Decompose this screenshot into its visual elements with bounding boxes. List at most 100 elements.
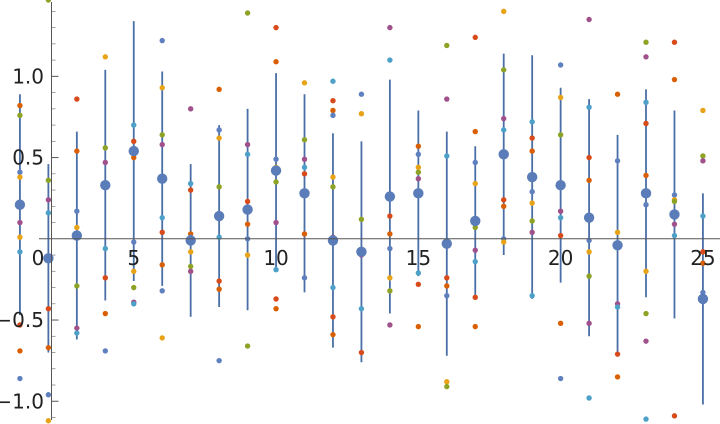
mean-point — [669, 209, 680, 220]
sample-point — [102, 145, 108, 151]
sample-point — [159, 132, 165, 138]
sample-point — [444, 283, 450, 289]
sample-point — [74, 208, 80, 214]
sample-point — [614, 374, 621, 380]
sample-point — [131, 301, 137, 307]
mean-point — [14, 199, 26, 210]
sample-point — [74, 283, 80, 289]
sample-point — [330, 284, 336, 291]
sample-point — [159, 141, 165, 148]
sample-point — [643, 310, 649, 317]
sample-point — [529, 229, 535, 236]
x-tick-label: 5 — [127, 246, 140, 270]
sample-point — [102, 348, 108, 354]
sample-point — [529, 148, 535, 154]
sample-point — [643, 172, 649, 179]
sample-point — [17, 174, 23, 180]
sample-point — [358, 91, 365, 97]
sample-point — [131, 239, 137, 245]
sample-point — [671, 221, 678, 227]
sample-point — [671, 39, 678, 45]
mean-point — [299, 188, 310, 199]
sample-point — [614, 91, 621, 97]
sample-point — [387, 288, 393, 294]
sample-point — [216, 127, 222, 133]
sample-point — [700, 158, 706, 164]
y-tick-label: −1.0 — [0, 389, 44, 413]
mean-point — [697, 293, 709, 305]
sample-point — [102, 310, 108, 317]
sample-point — [273, 305, 279, 312]
sample-point — [472, 224, 478, 231]
sample-point — [187, 249, 194, 255]
sample-point — [557, 214, 564, 221]
mean-point — [270, 165, 282, 176]
sample-point — [557, 232, 564, 239]
sample-point — [586, 154, 592, 161]
x-tick-label: 20 — [548, 246, 573, 270]
sample-point — [700, 289, 706, 296]
sample-point — [74, 330, 80, 336]
y-tick-label: −0.5 — [0, 308, 44, 332]
sample-point — [131, 284, 137, 291]
sample-point — [472, 323, 478, 330]
sample-point — [529, 188, 535, 195]
sample-point — [643, 416, 649, 422]
sample-point — [45, 210, 52, 216]
sample-point — [131, 122, 137, 128]
sample-point — [671, 76, 678, 83]
y-tick-label: 1.0 — [12, 64, 44, 88]
sample-point — [187, 187, 194, 193]
sample-point — [17, 234, 23, 240]
sample-point — [216, 184, 222, 190]
sample-point — [330, 78, 336, 84]
sample-point — [700, 213, 706, 219]
sample-point — [444, 42, 450, 49]
sample-point — [501, 239, 507, 245]
sample-point — [330, 174, 336, 180]
sample-point — [501, 127, 507, 133]
sample-point — [74, 96, 80, 102]
sample-point — [643, 268, 649, 274]
sample-point — [586, 177, 592, 184]
sample-point — [643, 39, 649, 45]
sample-point — [244, 141, 251, 148]
sample-point — [671, 198, 678, 205]
sample-point — [159, 37, 165, 44]
sample-point — [301, 275, 308, 281]
sample-point — [529, 135, 535, 141]
sample-point — [529, 119, 535, 125]
mean-point — [128, 145, 139, 157]
sample-point — [102, 54, 108, 60]
sample-point — [358, 216, 365, 223]
sample-point — [159, 229, 165, 236]
sample-point — [330, 112, 336, 119]
sample-point — [102, 245, 108, 252]
sample-point — [387, 231, 393, 237]
sample-point — [614, 158, 621, 164]
mean-point — [356, 246, 367, 258]
sample-point — [586, 273, 592, 279]
sample-point — [501, 203, 507, 210]
sample-point — [187, 180, 194, 187]
sample-point — [501, 8, 507, 15]
mean-point — [157, 173, 168, 184]
sample-point — [557, 94, 564, 101]
mean-point — [242, 204, 253, 215]
sample-point — [387, 322, 393, 328]
sample-point — [159, 214, 165, 221]
sample-point — [557, 132, 564, 138]
sample-point — [131, 268, 137, 274]
sample-point — [273, 179, 279, 185]
sample-point — [17, 219, 23, 226]
sample-point — [415, 151, 422, 158]
sample-point — [17, 375, 23, 382]
sample-point — [415, 281, 422, 287]
sample-point — [45, 177, 52, 184]
sample-point — [472, 294, 478, 300]
mean-point — [583, 212, 595, 223]
sample-point — [301, 80, 308, 86]
sample-point — [244, 10, 251, 16]
sample-point — [415, 323, 422, 330]
